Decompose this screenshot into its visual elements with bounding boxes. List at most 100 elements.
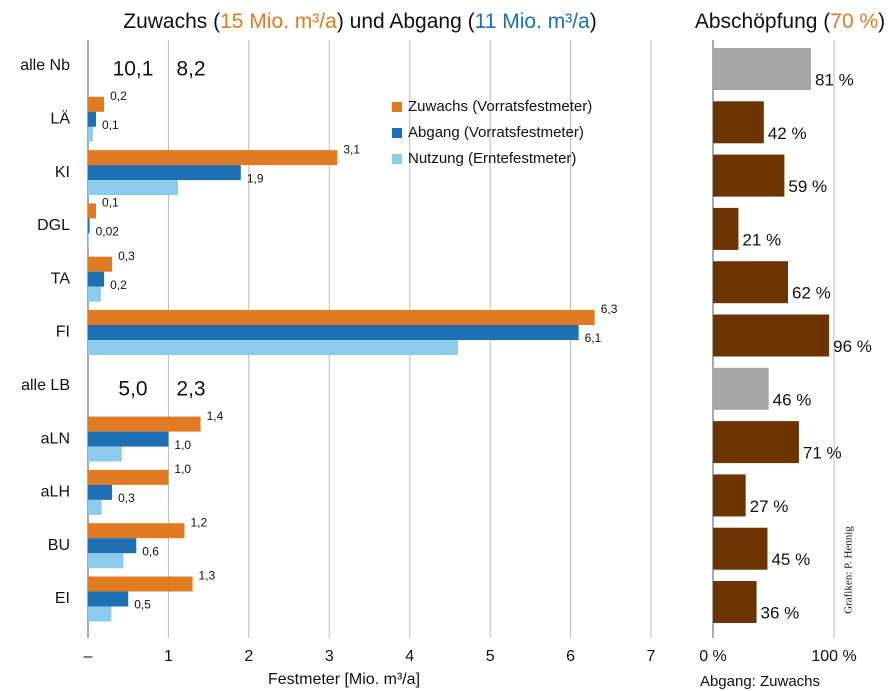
data-label: 0,3 xyxy=(118,491,135,505)
bar xyxy=(713,154,785,197)
data-label: 45 % xyxy=(771,550,810,569)
legend-swatch xyxy=(392,128,402,138)
bar xyxy=(713,261,789,304)
bar xyxy=(713,581,757,623)
x-tick-label: 2 xyxy=(244,648,253,665)
bar xyxy=(713,101,764,144)
x-tick-label: 100 % xyxy=(811,648,856,665)
bar xyxy=(88,576,193,592)
bar xyxy=(88,256,113,272)
y-tick-label: aLN xyxy=(41,430,70,447)
bar xyxy=(88,126,93,142)
title-part: Zuwachs ( xyxy=(123,10,220,33)
data-label: 1,0 xyxy=(174,438,191,452)
bar xyxy=(88,499,102,515)
data-label: 81 % xyxy=(815,70,854,89)
x-axis-label: Festmeter [Mio. m³/a] xyxy=(268,671,420,688)
data-label: 0,6 xyxy=(142,544,159,558)
y-tick-label: LÄ xyxy=(50,110,70,128)
y-tick-label: FI xyxy=(56,324,70,341)
legend-swatch xyxy=(392,102,402,112)
title-part: ) und Abgang ( xyxy=(337,10,475,33)
data-label: 59 % xyxy=(788,177,827,196)
bar xyxy=(88,553,124,569)
data-label: 96 % xyxy=(833,337,872,356)
x-tick-label: 7 xyxy=(647,648,656,665)
total-label: 2,3 xyxy=(176,377,205,400)
data-label: 36 % xyxy=(761,603,800,622)
data-label: 0,2 xyxy=(110,278,127,292)
credit: Grafiken: P. Hennig xyxy=(843,526,855,614)
bar xyxy=(88,150,338,166)
title-part: ) xyxy=(590,10,597,33)
data-label: 0,3 xyxy=(118,249,135,263)
bar xyxy=(88,606,112,622)
bar xyxy=(713,314,830,357)
bar xyxy=(713,527,768,570)
data-label: 42 % xyxy=(768,124,807,143)
data-label: 27 % xyxy=(750,497,789,516)
x-tick-label: – xyxy=(84,648,93,665)
x-tick-label: 6 xyxy=(566,648,575,665)
title-part: 70 % xyxy=(830,10,878,33)
x-tick-label: 0 % xyxy=(699,648,727,665)
legend-label: Zuwachs (Vorratsfestmeter) xyxy=(408,98,592,115)
bar xyxy=(88,233,89,249)
chart-title: Abschöpfung (70 %) xyxy=(695,10,885,33)
bar xyxy=(88,96,105,112)
bar xyxy=(713,474,746,517)
data-label: 1,9 xyxy=(247,171,264,185)
bar xyxy=(88,325,579,340)
bar xyxy=(88,340,458,355)
bar xyxy=(713,367,769,410)
x-axis-label: Abgang: Zuwachs xyxy=(700,673,820,690)
x-tick-label: 1 xyxy=(164,648,173,665)
y-tick-label: BU xyxy=(48,537,70,554)
bar xyxy=(88,591,129,607)
bar xyxy=(88,286,101,302)
bar xyxy=(713,207,739,250)
data-label: 1,3 xyxy=(199,569,216,583)
total-label: 8,2 xyxy=(176,58,205,81)
bar xyxy=(88,218,90,234)
data-label: 0,02 xyxy=(96,225,120,239)
data-label: 0,5 xyxy=(134,598,151,612)
y-tick-label: DGL xyxy=(37,217,70,234)
total-label: 5,0 xyxy=(118,377,147,400)
data-label: 6,1 xyxy=(585,331,602,345)
bar xyxy=(88,416,201,432)
bar xyxy=(88,446,122,462)
bar xyxy=(88,431,169,447)
y-tick-label: aLH xyxy=(41,484,70,501)
legend-label: Abgang (Vorratsfestmeter) xyxy=(408,124,584,141)
data-label: 21 % xyxy=(742,230,781,249)
y-tick-label: alle Nb xyxy=(20,57,70,74)
bar xyxy=(713,48,812,90)
bar xyxy=(88,469,169,485)
bar xyxy=(88,203,97,219)
total-label: 10,1 xyxy=(113,58,154,81)
bar xyxy=(88,165,241,181)
chart-title: Zuwachs (15 Mio. m³/a) und Abgang (11 Mi… xyxy=(123,10,597,33)
y-tick-label: KI xyxy=(55,164,70,181)
bar xyxy=(88,111,97,127)
x-tick-label: 3 xyxy=(325,648,334,665)
y-tick-label: EI xyxy=(55,590,70,607)
data-label: 6,3 xyxy=(601,302,618,316)
data-label: 1,2 xyxy=(191,515,208,529)
legend-label: Nutzung (Erntefestmeter) xyxy=(408,150,576,167)
data-label: 46 % xyxy=(773,390,812,409)
data-label: 1,0 xyxy=(174,462,191,476)
x-tick-label: 5 xyxy=(486,648,495,665)
bar xyxy=(713,421,799,464)
data-label: 62 % xyxy=(792,284,831,303)
data-label: 3,1 xyxy=(343,142,360,156)
title-part: 11 Mio. m³/a xyxy=(475,10,590,33)
y-tick-label: TA xyxy=(51,270,71,287)
title-part: ) xyxy=(878,10,885,33)
bar xyxy=(88,180,179,196)
bar xyxy=(88,271,105,287)
x-tick-label: 4 xyxy=(405,648,414,665)
y-tick-label: alle LB xyxy=(21,377,70,394)
